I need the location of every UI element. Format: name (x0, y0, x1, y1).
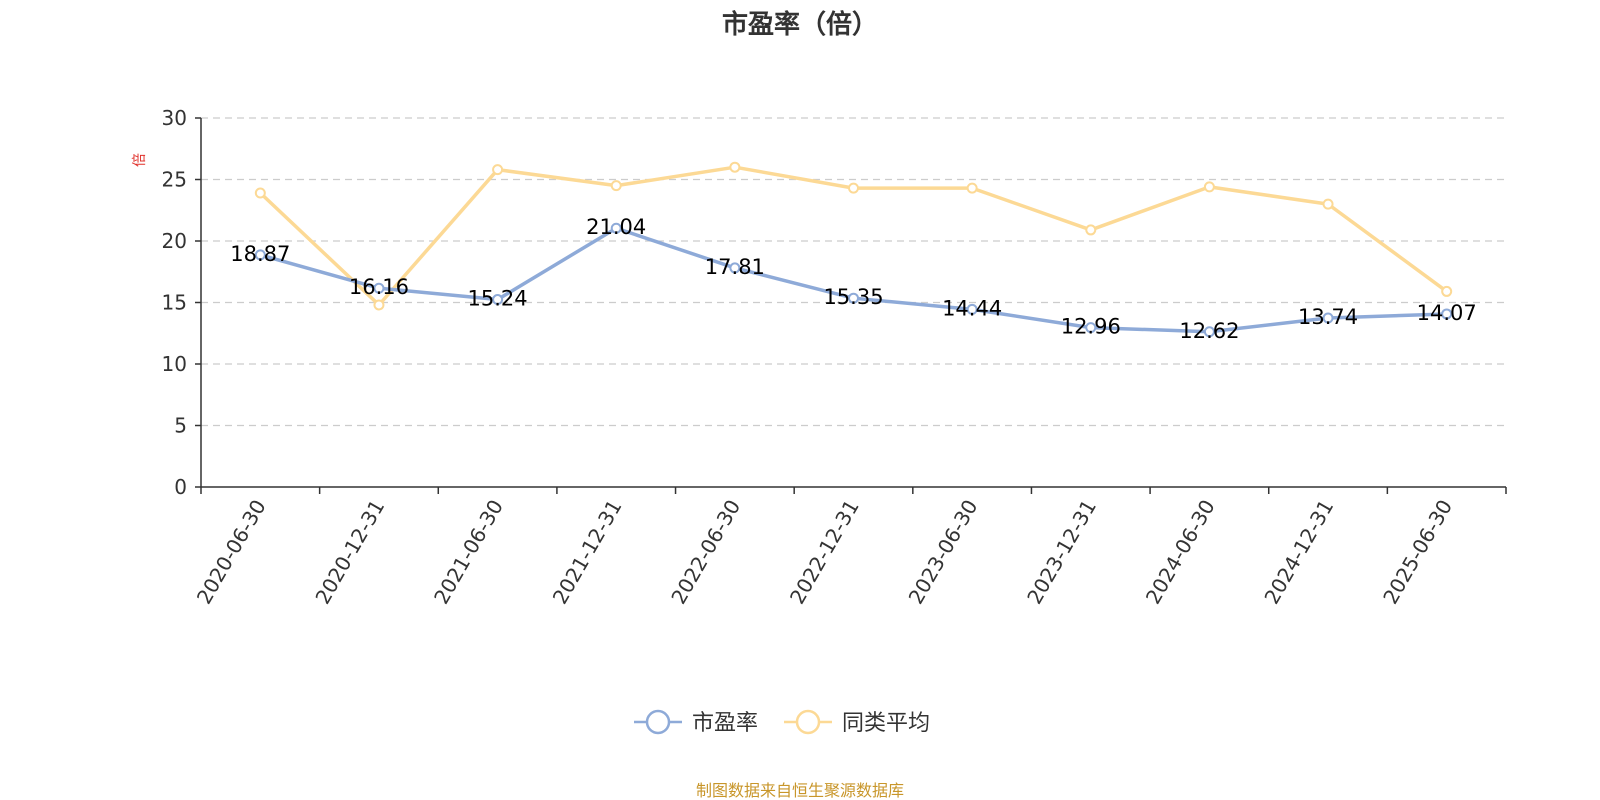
series-point (373, 299, 385, 311)
series-point (1203, 181, 1215, 193)
data-label: 14.44 (942, 296, 1002, 320)
data-label: 18.87 (230, 242, 290, 266)
series-point (729, 161, 741, 173)
x-tick-label: 2022-06-30 (666, 496, 745, 609)
x-tick-label: 2023-12-31 (1022, 496, 1101, 609)
chart-title: 市盈率（倍） (722, 9, 878, 40)
series-point (1322, 312, 1334, 324)
data-label: 12.62 (1179, 319, 1239, 343)
axes: 0 5 10 15 20 25 30 2020-06-30 2020-12-31 2021-06-… (162, 106, 1507, 609)
x-tick-label: 2022-12-31 (785, 496, 864, 609)
series-point (1441, 308, 1453, 320)
legend-label: 市盈率 (692, 711, 758, 736)
data-label: 15.24 (468, 287, 528, 311)
series-point (1322, 198, 1334, 210)
y-tick-label: 5 (174, 414, 187, 438)
legend-label: 同类平均 (842, 711, 930, 736)
y-tick-label: 10 (162, 352, 187, 376)
series-point (729, 262, 741, 274)
series-0 (254, 222, 1453, 338)
legend-item-0: 市盈率 (634, 709, 758, 736)
legend-symbol (795, 709, 821, 735)
series-point (848, 292, 859, 304)
legend: 市盈率 同类平均 (634, 709, 930, 736)
grid-lines (201, 117, 1506, 427)
series-point (373, 282, 385, 294)
series-point (610, 180, 622, 192)
data-label: 17.81 (705, 255, 765, 279)
data-label: 21.04 (586, 215, 646, 239)
legend-symbol (645, 709, 671, 735)
series-1 (254, 161, 1453, 311)
data-labels: 18.87 16.16 15.24 21.04 17.81 15.35 14.44 12.96… (230, 215, 1476, 343)
data-label: 14.07 (1417, 301, 1477, 325)
series-point (966, 182, 978, 194)
x-tick-label: 2021-06-30 (429, 496, 508, 609)
data-label: 13.74 (1298, 305, 1358, 329)
series-point (966, 303, 978, 315)
series-line (259, 226, 1447, 334)
data-label: 12.96 (1061, 315, 1121, 339)
data-source-note: 制图数据来自恒生聚源数据库 (696, 781, 904, 800)
series-point (1085, 224, 1097, 236)
x-tick-label: 2021-12-31 (548, 496, 627, 609)
x-tick-label: 2025-06-30 (1378, 496, 1457, 609)
series-point (254, 249, 266, 261)
x-tick-label: 2024-12-31 (1259, 496, 1338, 609)
series-point (610, 222, 622, 234)
series-point (254, 187, 266, 199)
x-tick-label: 2024-06-30 (1141, 496, 1220, 609)
x-tick-label: 2023-06-30 (904, 496, 983, 609)
y-tick-label: 30 (162, 106, 187, 130)
series-lines (254, 161, 1453, 338)
data-label: 15.35 (823, 285, 883, 309)
y-axis-unit-label: 倍 (132, 153, 148, 167)
series-point (492, 164, 504, 176)
x-tick-label: 2020-12-31 (310, 496, 389, 609)
y-tick-label: 25 (162, 168, 187, 192)
series-point (1203, 326, 1215, 338)
y-tick-label: 0 (174, 475, 187, 499)
series-point (1441, 285, 1453, 297)
series-point (848, 182, 859, 194)
data-label: 16.16 (349, 275, 409, 299)
y-tick-label: 20 (162, 229, 187, 253)
series-point (492, 294, 504, 306)
series-point (1085, 322, 1097, 334)
x-tick-label: 2020-06-30 (192, 496, 271, 609)
y-tick-label: 15 (162, 291, 187, 315)
legend-item-1: 同类平均 (784, 709, 930, 736)
